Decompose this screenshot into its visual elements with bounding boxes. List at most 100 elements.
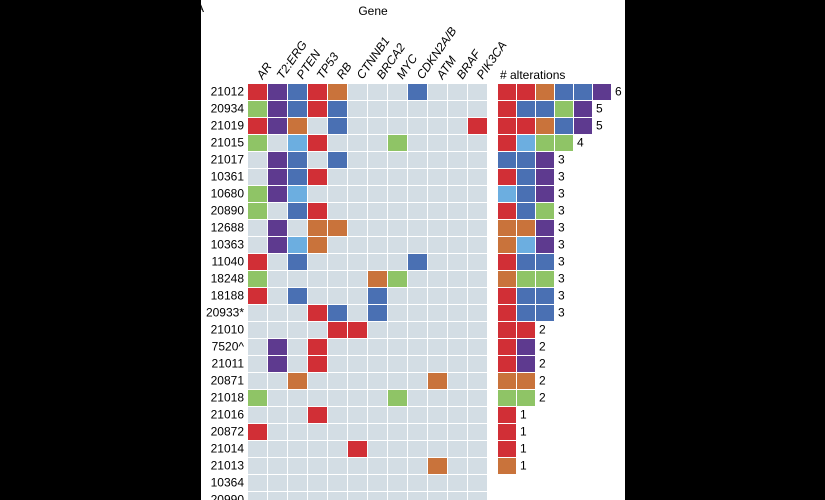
cell [328, 339, 347, 355]
alteration-bar [555, 135, 573, 151]
cell [288, 237, 307, 253]
cell [468, 373, 487, 389]
cell [408, 441, 427, 457]
cell [388, 492, 407, 500]
sample-label: 20872 [211, 425, 245, 439]
cell [248, 84, 267, 100]
alteration-count: 5 [596, 102, 603, 116]
alteration-bar [517, 237, 535, 253]
cell [408, 135, 427, 151]
cell [268, 101, 287, 117]
alteration-bar [498, 84, 516, 100]
sample-label: 20990 [211, 493, 245, 500]
cell [348, 424, 367, 440]
alteration-bar [498, 288, 516, 304]
cell [268, 152, 287, 168]
cell [428, 492, 447, 500]
cell [268, 458, 287, 474]
cell [428, 101, 447, 117]
cell [468, 101, 487, 117]
cell [328, 322, 347, 338]
cell [408, 254, 427, 270]
cell [388, 186, 407, 202]
cell [328, 186, 347, 202]
alteration-bar [593, 84, 611, 100]
cell [468, 424, 487, 440]
cell [268, 407, 287, 423]
cell [248, 356, 267, 372]
cell [368, 407, 387, 423]
sample-label: 10680 [211, 187, 245, 201]
cell [368, 271, 387, 287]
alteration-bar [498, 118, 516, 134]
cell [368, 84, 387, 100]
cell [348, 271, 367, 287]
cell [388, 390, 407, 406]
cell [268, 441, 287, 457]
cell [308, 203, 327, 219]
cell [468, 356, 487, 372]
cell [468, 305, 487, 321]
sample-label: 21011 [212, 357, 245, 371]
cell [428, 169, 447, 185]
sample-label: 18188 [211, 289, 245, 303]
cell [408, 101, 427, 117]
cell [368, 101, 387, 117]
cell [268, 203, 287, 219]
cell [468, 475, 487, 491]
cell [248, 322, 267, 338]
cell [308, 135, 327, 151]
cell [388, 288, 407, 304]
cell [248, 101, 267, 117]
alteration-count: 2 [539, 340, 546, 354]
sample-label: 21018 [211, 391, 245, 405]
cell [468, 441, 487, 457]
cell [288, 135, 307, 151]
cell [308, 186, 327, 202]
alteration-bar [498, 186, 516, 202]
cell [328, 118, 347, 134]
cell [308, 475, 327, 491]
cell [448, 339, 467, 355]
cell [408, 492, 427, 500]
cell [408, 118, 427, 134]
cell [388, 424, 407, 440]
cell [268, 373, 287, 389]
cell [388, 118, 407, 134]
cell [428, 475, 447, 491]
cell [308, 424, 327, 440]
cell [348, 390, 367, 406]
title: Gene [358, 4, 388, 18]
cell [468, 84, 487, 100]
cell [288, 101, 307, 117]
alteration-bar [517, 356, 535, 372]
alteration-count: 3 [558, 221, 565, 235]
alteration-bar [498, 407, 516, 423]
cell [368, 373, 387, 389]
cell [448, 186, 467, 202]
alteration-bar [498, 203, 516, 219]
cell [448, 475, 467, 491]
cell [348, 254, 367, 270]
sample-label: 10364 [211, 476, 245, 490]
cell [328, 203, 347, 219]
cell [248, 169, 267, 185]
cell [308, 407, 327, 423]
alteration-bar [555, 84, 573, 100]
cell [388, 203, 407, 219]
cell [468, 492, 487, 500]
alteration-bar [517, 254, 535, 270]
cell [328, 288, 347, 304]
cell [268, 169, 287, 185]
cell [468, 390, 487, 406]
cell [428, 271, 447, 287]
cell [428, 390, 447, 406]
cell [268, 288, 287, 304]
cell [248, 220, 267, 236]
alteration-bar [536, 203, 554, 219]
sample-label: 11040 [212, 255, 245, 269]
cell [428, 373, 447, 389]
cell [448, 135, 467, 151]
cell [288, 356, 307, 372]
